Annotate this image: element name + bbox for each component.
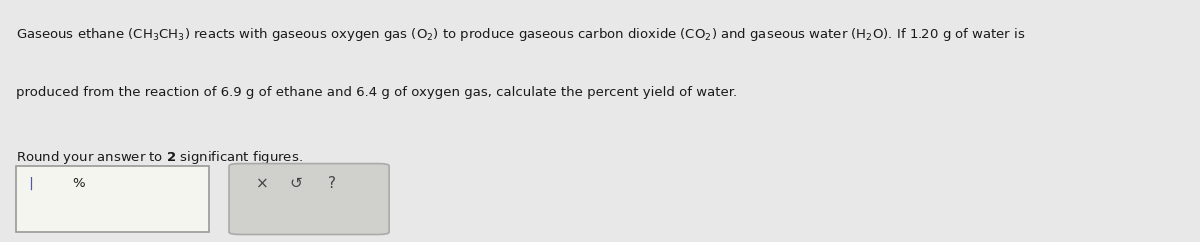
Text: Gaseous ethane $\mathregular{(CH_3CH_3)}$ reacts with gaseous oxygen gas $\mathr: Gaseous ethane $\mathregular{(CH_3CH_3)}… <box>16 26 1026 43</box>
FancyBboxPatch shape <box>16 166 209 232</box>
Text: ×: × <box>256 176 269 191</box>
Text: produced from the reaction of 6.9 g of ethane and 6.4 g of oxygen gas, calculate: produced from the reaction of 6.9 g of e… <box>16 85 737 98</box>
FancyBboxPatch shape <box>229 164 389 234</box>
Text: ▏: ▏ <box>30 177 40 190</box>
Text: ↺: ↺ <box>289 176 301 191</box>
Text: %: % <box>72 177 85 190</box>
Text: Round your answer to $\mathbf{2}$ significant figures.: Round your answer to $\mathbf{2}$ signif… <box>16 149 302 166</box>
Text: ?: ? <box>328 176 336 191</box>
